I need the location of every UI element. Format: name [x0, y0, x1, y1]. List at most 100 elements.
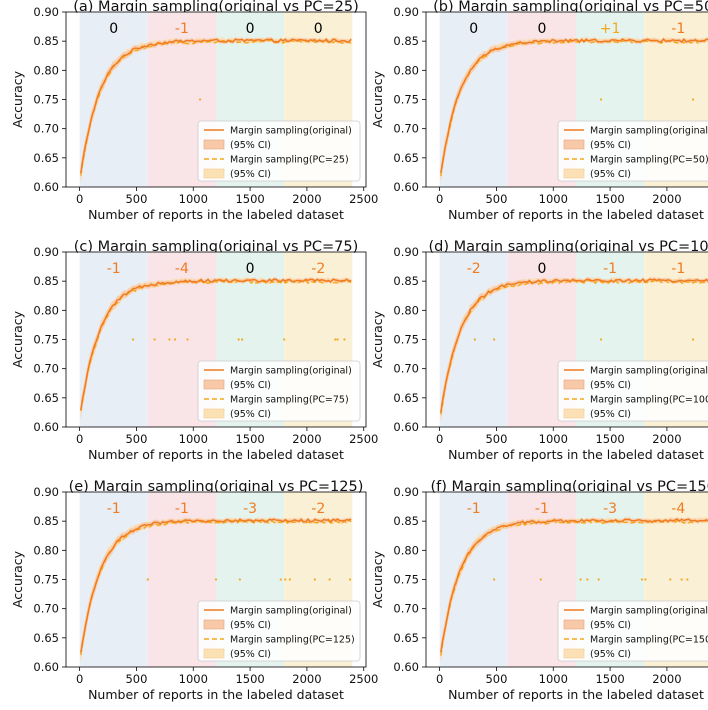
legend-entry: (95% CI)	[590, 140, 631, 151]
region-count-label: -1	[175, 21, 189, 37]
region-count-label: +1	[600, 21, 621, 37]
y-tick-label: 0.75	[33, 333, 59, 347]
y-tick-label: 0.60	[393, 420, 419, 434]
significance-marker	[686, 578, 689, 581]
series-line-original	[440, 278, 708, 413]
legend-entry: (95% CI)	[230, 649, 271, 660]
y-tick-label: 0.75	[393, 333, 419, 347]
legend-entry: Margin sampling(PC=50)	[590, 155, 708, 166]
x-tick-label: 1000	[539, 672, 568, 686]
y-tick-label: 0.80	[393, 543, 419, 557]
y-tick-label: 0.80	[33, 303, 59, 317]
legend-entry: Margin sampling(PC=75)	[230, 395, 349, 406]
x-tick-label: 1500	[595, 432, 624, 446]
region-count-label: -1	[671, 21, 685, 37]
y-axis-label: Accuracy	[370, 70, 385, 128]
region-count-label: -1	[107, 501, 121, 517]
significance-marker	[313, 578, 316, 581]
significance-marker	[669, 578, 672, 581]
series-line-original	[80, 38, 352, 174]
region-band	[439, 252, 508, 427]
significance-marker	[691, 98, 695, 101]
x-tick-label: 2500	[349, 672, 378, 686]
y-tick-label: 0.85	[393, 34, 419, 48]
significance-marker	[334, 338, 337, 341]
y-tick-label: 0.65	[33, 151, 59, 165]
series-line-pc	[440, 519, 708, 656]
x-tick-label: 0	[436, 672, 443, 686]
legend-entry: (95% CI)	[230, 620, 271, 631]
y-axis-label: Accuracy	[10, 310, 25, 368]
legend-entry: (95% CI)	[590, 380, 631, 391]
legend-swatch-ci-pc	[563, 168, 585, 179]
legend-entry: (95% CI)	[230, 409, 271, 420]
significance-marker	[597, 578, 600, 581]
significance-marker	[237, 338, 240, 341]
x-tick-label: 1000	[179, 192, 208, 206]
x-tick-label: 0	[76, 432, 83, 446]
y-tick-label: 0.75	[393, 93, 419, 107]
significance-marker	[343, 338, 346, 341]
significance-marker	[186, 338, 189, 341]
y-tick-label: 0.85	[33, 34, 59, 48]
legend-entry: (95% CI)	[590, 620, 631, 631]
y-tick-label: 0.60	[33, 420, 59, 434]
y-tick-label: 0.85	[393, 274, 419, 288]
y-tick-label: 0.65	[393, 391, 419, 405]
legend-entry: Margin sampling(PC=125)	[230, 635, 355, 646]
significance-marker	[284, 578, 287, 581]
legend: Margin sampling(original) (95% CI) Margin …	[197, 360, 361, 422]
y-tick-label: 0.85	[33, 514, 59, 528]
x-axis-label: Number of reports in the labeled dataset	[448, 687, 704, 702]
significance-marker	[599, 338, 603, 341]
x-tick-label: 2000	[292, 672, 321, 686]
region-band	[439, 12, 508, 187]
y-axis-label: Accuracy	[10, 550, 25, 608]
legend-entry: (95% CI)	[590, 649, 631, 660]
y-tick-label: 0.90	[33, 5, 59, 19]
x-tick-label: 2000	[292, 192, 321, 206]
legend-entry: Margin sampling(PC=150)	[590, 635, 708, 646]
legend-entry: Margin sampling(original)	[230, 126, 352, 137]
region-count-label: 0	[109, 21, 118, 37]
significance-marker	[279, 578, 282, 581]
chart-panel-d: (d) Margin sampling(original vs PC=100) -…	[370, 239, 708, 462]
legend: Margin sampling(original) (95% CI) Margin …	[197, 120, 361, 182]
significance-marker	[691, 338, 695, 341]
region-count-label: -2	[467, 261, 481, 277]
region-count-label: -3	[603, 501, 617, 517]
y-axis-label: Accuracy	[10, 70, 25, 128]
x-tick-label: 0	[76, 672, 83, 686]
region-count-label: -4	[671, 501, 685, 517]
significance-marker	[599, 98, 603, 101]
region-count-label: -1	[535, 501, 549, 517]
region-count-label: 0	[246, 261, 255, 277]
y-tick-label: 0.65	[33, 391, 59, 405]
legend-entry: Margin sampling(original)	[230, 366, 352, 377]
chart-title: (b) Margin sampling(original vs PC=50)	[433, 0, 708, 15]
series-line-original	[440, 518, 708, 653]
x-tick-label: 1500	[235, 192, 264, 206]
chart-panel-e: (e) Margin sampling(original vs PC=125) -…	[10, 479, 378, 702]
legend-box	[557, 600, 708, 662]
significance-marker	[131, 338, 135, 341]
x-tick-label: 0	[76, 192, 83, 206]
legend-swatch-ci-original	[203, 619, 225, 630]
significance-marker	[640, 578, 644, 581]
significance-marker	[473, 338, 476, 341]
legend-swatch-ci-original	[563, 379, 585, 390]
significance-marker	[146, 578, 149, 581]
x-tick-label: 1500	[235, 432, 264, 446]
x-tick-label: 0	[436, 432, 443, 446]
legend-box	[557, 120, 708, 182]
y-tick-label: 0.60	[393, 660, 419, 674]
x-axis-label: Number of reports in the labeled dataset	[88, 447, 344, 462]
y-tick-label: 0.90	[33, 245, 59, 259]
y-tick-label: 0.90	[393, 485, 419, 499]
x-tick-label: 2000	[652, 432, 681, 446]
y-tick-label: 0.75	[393, 573, 419, 587]
legend-swatch-ci-pc	[563, 648, 585, 659]
y-tick-label: 0.70	[33, 602, 59, 616]
chart-panel-a: (a) Margin sampling(original vs PC=25) 0 -…	[10, 0, 378, 222]
